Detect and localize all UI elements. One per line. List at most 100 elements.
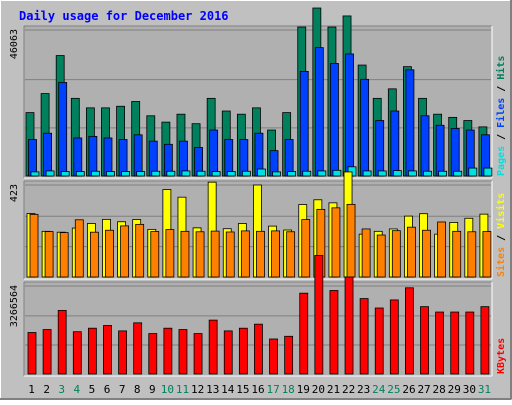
bar-kbytes-9 [148, 333, 158, 375]
x-tick-label-9: 9 [149, 383, 156, 396]
bar-pages-28 [438, 170, 448, 177]
bar-sites-5 [89, 231, 99, 278]
bar-pages-4 [75, 171, 85, 177]
bar-files-7 [118, 139, 128, 177]
bar-pages-24 [377, 170, 387, 177]
chart-panels: 46063 Pages / Files / Hits 423 Sites / Visi… [9, 7, 507, 377]
x-tick-label-25: 25 [387, 383, 400, 396]
bar-sites-17 [271, 230, 280, 278]
bar-pages-14 [226, 171, 236, 177]
bar-files-19 [299, 71, 309, 177]
legend-item: Sites [495, 247, 507, 277]
bar-sites-1 [29, 213, 39, 278]
x-tick-label-2: 2 [43, 383, 50, 396]
bar-kbytes-14 [223, 330, 233, 375]
bar-pages-15 [241, 170, 251, 177]
bar-pages-23 [362, 170, 372, 177]
legend-item: / [496, 229, 507, 247]
bar-pages-6 [106, 171, 115, 177]
bar-sites-29 [452, 230, 462, 278]
bar-files-2 [43, 132, 52, 177]
bar-sites-24 [376, 234, 386, 278]
bar-sites-10 [165, 229, 175, 278]
x-tick-label-27: 27 [417, 383, 430, 396]
bar-sites-7 [120, 225, 129, 278]
bar-sites-6 [105, 229, 114, 278]
bar-kbytes-19 [299, 292, 309, 375]
bar-kbytes-13 [208, 319, 218, 375]
bar-pages-27 [423, 170, 432, 177]
x-tick-label-18: 18 [282, 383, 295, 396]
bar-pages-21 [332, 169, 342, 177]
bar-kbytes-28 [435, 311, 445, 375]
legend-sites: Sites / Visits [495, 193, 507, 277]
bar-sites-9 [150, 231, 160, 278]
bar-files-18 [284, 139, 294, 177]
bar-pages-20 [317, 170, 327, 177]
bar-pages-26 [408, 170, 417, 177]
bar-sites-8 [135, 223, 145, 278]
x-tick-label-8: 8 [134, 383, 141, 396]
bar-sites-30 [467, 231, 477, 278]
bar-files-9 [148, 140, 158, 177]
x-tick-label-17: 17 [266, 383, 279, 396]
bar-kbytes-6 [103, 325, 112, 375]
bar-sites-22 [346, 203, 356, 278]
bar-kbytes-17 [269, 338, 278, 375]
bar-kbytes-20 [314, 255, 324, 375]
bar-kbytes-5 [87, 327, 97, 375]
bar-kbytes-30 [465, 311, 475, 375]
bar-sites-15 [240, 230, 250, 278]
x-tick-label-24: 24 [372, 383, 386, 396]
bar-pages-10 [166, 170, 176, 177]
bar-pages-9 [151, 170, 161, 177]
bar-kbytes-25 [389, 299, 399, 375]
panel-sites: 423 Sites / Visits [9, 171, 507, 280]
bar-files-24 [375, 120, 385, 177]
bar-pages-5 [90, 170, 100, 177]
x-tick-label-31: 31 [478, 383, 491, 396]
bar-sites-14 [225, 231, 235, 278]
bar-sites-19 [301, 219, 311, 278]
bar-sites-13 [210, 230, 220, 278]
bar-files-15 [239, 139, 249, 177]
bar-kbytes-2 [42, 329, 52, 375]
chart-title: Daily usage for December 2016 [19, 9, 229, 23]
y-max-label-hits: 46063 [9, 29, 20, 59]
bar-pages-11 [181, 170, 191, 177]
x-tick-label-14: 14 [221, 383, 235, 396]
bar-kbytes-11 [178, 329, 188, 375]
bar-kbytes-7 [118, 330, 127, 375]
legend-kbytes: KBytes [496, 338, 507, 374]
legend-item: Files [495, 98, 507, 128]
legend-item: / [496, 80, 507, 98]
bar-sites-21 [331, 207, 341, 278]
x-tick-label-22: 22 [342, 383, 355, 396]
bar-sites-12 [195, 231, 205, 278]
x-tick-label-30: 30 [463, 383, 476, 396]
x-tick-label-15: 15 [236, 383, 249, 396]
bar-files-25 [390, 110, 400, 177]
legend-item: Pages [496, 146, 507, 176]
bar-sites-28 [437, 221, 447, 278]
bar-kbytes-21 [329, 290, 339, 375]
x-tick-label-20: 20 [312, 383, 325, 396]
bar-sites-4 [74, 219, 84, 278]
x-tick-label-21: 21 [327, 383, 340, 396]
bar-files-6 [103, 137, 113, 177]
bar-pages-25 [392, 170, 402, 177]
legend-hits: Pages / Files / Hits [495, 56, 507, 176]
bar-kbytes-3 [57, 310, 67, 375]
bar-files-1 [28, 139, 37, 177]
bar-kbytes-29 [450, 311, 460, 375]
bar-kbytes-22 [344, 276, 354, 375]
x-tick-label-28: 28 [433, 383, 446, 396]
bar-files-14 [224, 139, 234, 177]
bar-kbytes-8 [133, 322, 143, 375]
bar-files-26 [405, 69, 415, 177]
x-tick-label-23: 23 [357, 383, 370, 396]
bar-sites-3 [59, 232, 69, 278]
legend-item: KBytes [496, 338, 507, 374]
bar-pages-30 [468, 167, 478, 177]
